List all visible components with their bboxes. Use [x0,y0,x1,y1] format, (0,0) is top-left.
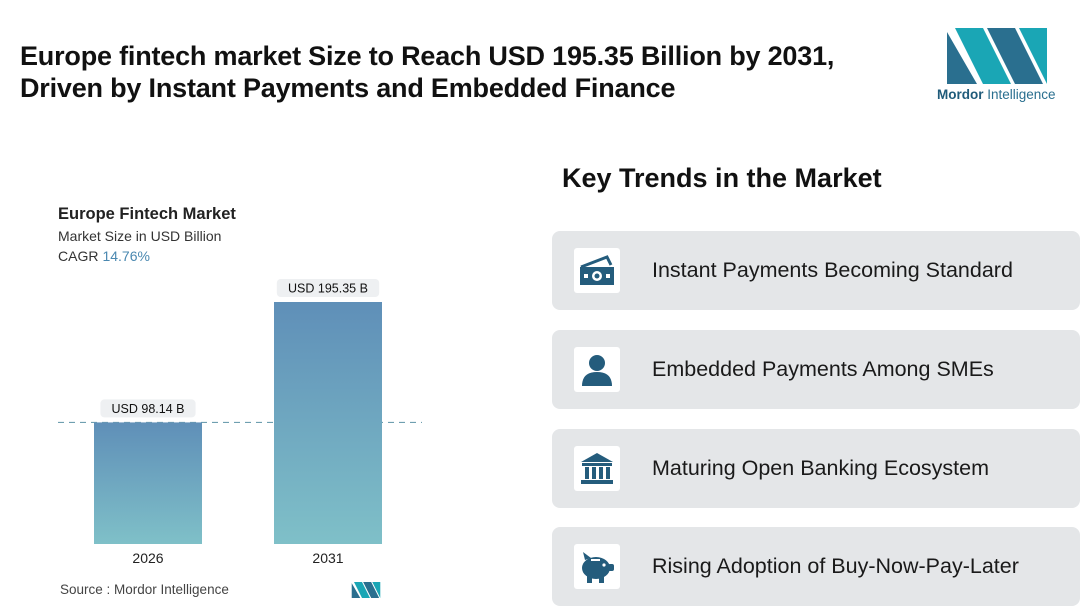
cagr-value: 14.76% [102,248,150,264]
x-tick-label: 2031 [312,550,343,566]
trend-label: Maturing Open Banking Ecosystem [652,456,989,480]
bar-2026 [94,422,202,544]
trend-card-instant-payments: Instant Payments Becoming Standard [552,231,1080,310]
data-label: USD 195.35 B [288,282,368,296]
cagr-label: CAGR [58,248,99,264]
person-icon [574,347,620,392]
data-label: USD 98.14 B [112,402,185,416]
bar-2031 [274,302,382,544]
chart-subtitle: Market Size in USD Billion [58,228,222,244]
trends-title: Key Trends in the Market [562,163,882,193]
trend-card-embedded-payments: Embedded Payments Among SMEs [552,330,1080,409]
trend-label: Instant Payments Becoming Standard [652,258,1013,282]
chart-cagr: CAGR 14.76% [58,248,150,264]
cash-icon [574,248,620,293]
logo-mark-icon [947,28,1047,84]
headline: Europe fintech market Size to Reach USD … [20,40,900,104]
bank-icon [574,446,620,491]
trend-card-open-banking: Maturing Open Banking Ecosystem [552,429,1080,508]
trend-label: Embedded Payments Among SMEs [652,357,994,381]
bar-chart: USD 98.14 B 2026 USD 195.35 B 2031 [58,279,422,566]
source-logo-icon [351,582,381,598]
chart-title: Europe Fintech Market [58,205,236,223]
headline-line-2: Driven by Instant Payments and Embedded … [20,73,676,103]
data-label-bg [100,399,196,418]
data-label-bg [276,279,380,297]
source-text: Source : Mordor Intelligence [60,582,229,597]
x-tick-label: 2026 [132,550,163,566]
headline-line-1: Europe fintech market Size to Reach USD … [20,41,835,71]
logo-wordmark: Mordor Intelligence [937,87,1056,102]
piggy-bank-icon [574,544,620,589]
trend-label: Rising Adoption of Buy-Now-Pay-Later [652,554,1019,578]
trend-card-bnpl: Rising Adoption of Buy-Now-Pay-Later [552,527,1080,606]
mordor-intelligence-logo: Mordor Intelligence [937,28,1061,108]
